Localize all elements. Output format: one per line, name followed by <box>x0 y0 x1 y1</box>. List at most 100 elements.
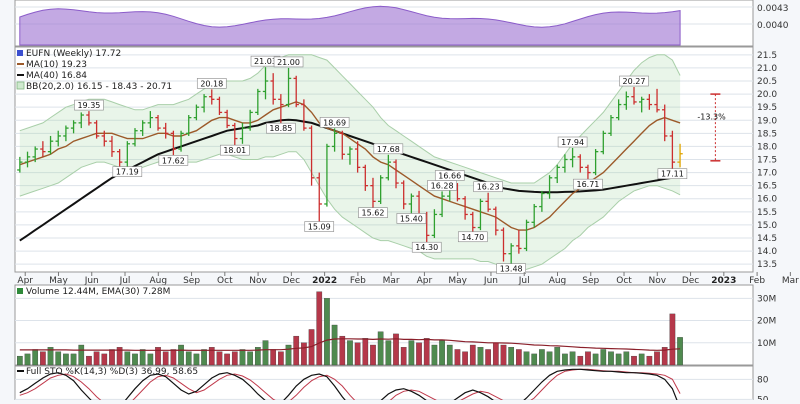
volume-bar <box>293 335 300 366</box>
price-annotation: 17.94 <box>557 136 588 148</box>
price-bar <box>493 206 499 236</box>
volume-bar <box>462 351 468 366</box>
volume-bar <box>661 347 668 366</box>
volume-bar <box>592 353 599 366</box>
price-bar <box>163 122 169 139</box>
price-annotation-box <box>434 170 465 181</box>
price-bar <box>101 130 107 147</box>
volume-bar <box>531 353 538 366</box>
x-axis-label: Jun <box>483 276 498 286</box>
volume-bar <box>262 340 269 366</box>
volume-bar <box>63 353 69 366</box>
price-y-tick: 16.0 <box>757 195 777 205</box>
x-axis-label: Oct <box>616 276 632 286</box>
price-bar <box>631 87 637 105</box>
price-bar <box>354 141 361 173</box>
volume-bar <box>32 349 39 366</box>
price-bar <box>623 91 630 110</box>
volume-bar <box>78 344 85 366</box>
price-annotation-label: 14.30 <box>415 243 438 252</box>
price-annotation-box <box>657 168 688 180</box>
price-bar <box>577 154 583 173</box>
price-annotation-label: 15.40 <box>400 214 423 223</box>
price-bar <box>569 147 576 168</box>
legend-ticker: EUFN (Weekly) 17.72 <box>26 49 121 59</box>
price-bar <box>293 75 299 108</box>
price-annotation-label: 20.27 <box>623 77 646 86</box>
x-axis-label: Jul <box>119 276 131 286</box>
price-annotation-label: 19.35 <box>77 101 100 110</box>
volume-bar <box>139 349 146 366</box>
price-bar <box>93 120 100 139</box>
price-bar <box>562 154 568 173</box>
price-bar <box>316 172 322 223</box>
volume-bar <box>17 355 23 366</box>
volume-bar <box>208 347 215 366</box>
price-bar <box>600 130 606 155</box>
x-axis-label: Sep <box>183 276 200 286</box>
price-bar <box>116 149 123 168</box>
price-bar <box>47 135 54 155</box>
range-marker-label: -13.3% <box>697 112 726 121</box>
price-annotation: 16.71 <box>573 178 603 190</box>
volume-y-tick: 30M <box>757 294 776 304</box>
x-axis-label: Mar <box>383 276 400 286</box>
bollinger-upper-line <box>19 54 681 184</box>
volume-ema-line <box>19 338 681 351</box>
price-bar <box>301 99 307 131</box>
volume-bar <box>439 340 445 366</box>
volume-bar <box>247 351 253 366</box>
volume-bar <box>316 291 323 366</box>
volume-bar <box>254 347 261 366</box>
price-annotation-box <box>74 99 104 111</box>
volume-bar <box>301 342 307 366</box>
volume-bar <box>185 351 192 366</box>
price-annotation-label: 20.18 <box>200 79 223 88</box>
volume-bar <box>377 331 384 366</box>
price-annotation-box <box>373 143 404 155</box>
price-bar <box>86 111 92 126</box>
price-annotation: 16.66 <box>434 170 465 181</box>
volume-bar <box>508 347 515 366</box>
volume-bar <box>646 355 653 366</box>
price-bar <box>308 125 315 186</box>
price-annotation: 14.70 <box>457 231 488 243</box>
volume-bar <box>400 347 407 366</box>
price-annotation: 17.11 <box>657 168 688 180</box>
volume-bar <box>385 340 392 366</box>
volume-bar <box>47 347 54 366</box>
volume-panel: 30M 20M 10M Volume 12.44M, EMA(30) 7.28M <box>14 284 776 366</box>
price-annotation-box <box>266 122 296 134</box>
price-annotation-box <box>158 155 189 166</box>
rsi-y-tick-0043: 0.0043 <box>757 4 789 14</box>
volume-bar <box>485 349 491 366</box>
price-bar <box>393 159 399 189</box>
volume-bar <box>608 351 614 366</box>
volume-y-tick: 20M <box>757 317 776 327</box>
price-y-tick: 20.5 <box>757 77 777 87</box>
price-legend: EUFN (Weekly) 17.72 MA(10) 19.23 MA(40) … <box>16 49 172 92</box>
price-annotation-label: 14.70 <box>461 233 484 242</box>
price-annotation-label: 16.28 <box>431 181 454 190</box>
price-annotation-box <box>358 207 388 218</box>
price-bar <box>193 104 200 121</box>
volume-bar <box>431 344 438 366</box>
x-axis-label: Oct <box>217 276 233 286</box>
price-annotation: 15.62 <box>358 207 388 218</box>
volume-bar <box>677 337 683 366</box>
price-annotation: 20.27 <box>619 75 649 87</box>
volume-bar <box>170 349 177 366</box>
price-bar <box>285 67 292 108</box>
price-annotation: 15.40 <box>396 213 427 224</box>
legend-swatch-ticker <box>17 50 23 56</box>
price-y-tick: 18.5 <box>757 129 777 139</box>
price-bar <box>608 115 614 136</box>
volume-bar <box>116 347 123 366</box>
price-annotation-label: 17.94 <box>561 138 584 147</box>
price-y-tick: 15.0 <box>757 221 777 231</box>
price-bar <box>178 130 184 152</box>
volume-bar <box>155 347 161 366</box>
price-annotation-box <box>411 241 442 253</box>
legend-ma40: MA(40) 16.84 <box>26 71 87 81</box>
